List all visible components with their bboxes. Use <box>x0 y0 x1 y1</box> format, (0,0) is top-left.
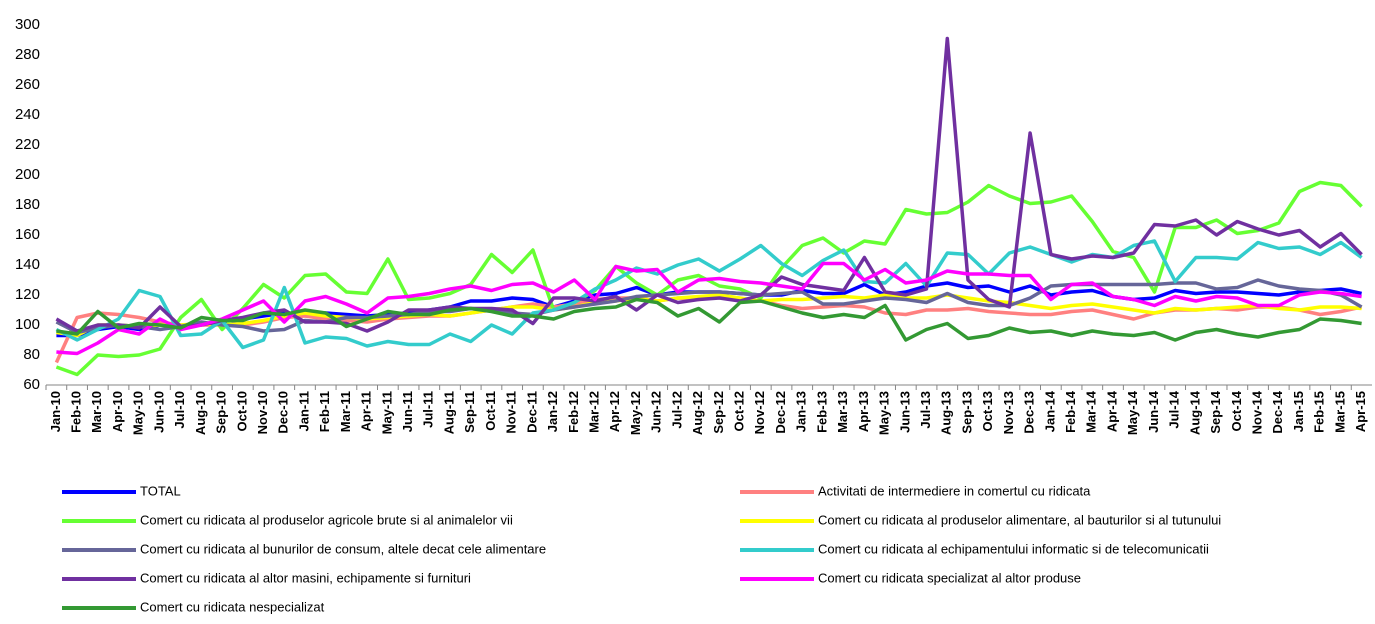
legend-label: Comert cu ridicata al bunurilor de consu… <box>140 541 546 556</box>
x-tick-label: Apr-10 <box>110 391 125 432</box>
x-tick-label: Feb-11 <box>317 391 332 432</box>
legend-label: Comert cu ridicata al echipamentului inf… <box>818 541 1209 556</box>
x-tick-label: Oct-11 <box>483 391 498 431</box>
legend-label: Comert cu ridicata al produselor agricol… <box>140 512 513 527</box>
legend-label: Activitati de intermediere in comertul c… <box>818 483 1091 498</box>
legend-label: Comert cu ridicata nespecializat <box>140 599 325 614</box>
x-tick-label: Feb-10 <box>69 391 84 433</box>
x-tick-label: Mar-12 <box>586 391 601 433</box>
x-tick-label: Mar-15 <box>1332 391 1347 433</box>
x-tick-label: Jan-14 <box>1042 390 1057 432</box>
x-tick-label: Sep-12 <box>711 391 726 434</box>
x-tick-label: Jun-12 <box>649 391 664 433</box>
x-tick-label: Aug-14 <box>1187 390 1202 435</box>
y-tick-label: 120 <box>15 286 40 303</box>
y-tick-label: 100 <box>15 316 40 333</box>
x-tick-label: Aug-13 <box>939 391 954 435</box>
x-tick-label: Oct-14 <box>1229 390 1244 431</box>
y-tick-label: 300 <box>15 16 40 33</box>
x-tick-label: Dec-14 <box>1270 390 1285 433</box>
x-tick-label: Feb-12 <box>566 391 581 433</box>
x-tick-label: Nov-11 <box>504 391 519 434</box>
legend-label: Comert cu ridicata al produselor aliment… <box>818 512 1221 527</box>
x-tick-label: Mar-11 <box>338 391 353 432</box>
x-tick-label: Apr-13 <box>856 391 871 432</box>
x-tick-label: Aug-12 <box>690 391 705 435</box>
x-tick-label: May-14 <box>1125 390 1140 435</box>
x-tick-label: Sep-10 <box>214 391 229 434</box>
x-tick-label: Sep-14 <box>1208 390 1223 433</box>
legend-label: TOTAL <box>140 483 181 498</box>
x-tick-label: Jul-14 <box>1167 390 1182 428</box>
x-tick-label: May-12 <box>628 391 643 435</box>
x-tick-label: Jan-11 <box>296 391 311 431</box>
x-tick-label: Sep-13 <box>959 391 974 434</box>
x-tick-label: Feb-15 <box>1312 391 1327 433</box>
x-tick-label: Sep-11 <box>462 391 477 433</box>
x-tick-label: May-10 <box>131 391 146 435</box>
x-tick-label: Jun-14 <box>1146 390 1161 433</box>
x-tick-label: Nov-12 <box>752 391 767 434</box>
x-tick-label: Jul-12 <box>669 391 684 429</box>
x-tick-label: Jan-15 <box>1291 391 1306 432</box>
series-line <box>55 36 1363 333</box>
x-tick-label: Jul-10 <box>172 391 187 429</box>
y-tick-label: 200 <box>15 166 40 183</box>
x-tick-label: Dec-10 <box>276 391 291 434</box>
x-tick-label: Nov-10 <box>255 391 270 434</box>
legend-label: Comert cu ridicata al altor masini, echi… <box>140 570 471 585</box>
x-tick-label: Mar-10 <box>89 391 104 433</box>
x-tick-label: Jun-11 <box>400 391 415 432</box>
x-tick-label: Oct-12 <box>732 391 747 431</box>
y-tick-label: 280 <box>15 46 40 63</box>
y-tick-label: 180 <box>15 196 40 213</box>
x-tick-label: Dec-11 <box>524 391 539 433</box>
x-tick-label: Dec-13 <box>1022 391 1037 434</box>
x-tick-label: Nov-13 <box>1001 391 1016 434</box>
x-tick-label: Feb-13 <box>814 391 829 433</box>
y-tick-label: 80 <box>23 346 40 363</box>
x-tick-label: Apr-15 <box>1353 391 1368 432</box>
y-tick-label: 60 <box>23 376 40 393</box>
x-tick-label: Oct-10 <box>234 391 249 431</box>
x-tick-label: May-11 <box>379 391 394 434</box>
x-tick-label: Jul-13 <box>918 391 933 429</box>
legend-label: Comert cu ridicata specializat al altor … <box>818 570 1081 585</box>
x-tick-label: Apr-14 <box>1104 390 1119 432</box>
x-tick-label: Apr-12 <box>607 391 622 432</box>
series-line <box>56 297 1362 342</box>
x-tick-label: Aug-10 <box>193 391 208 435</box>
x-tick-label: Jan-12 <box>545 391 560 432</box>
x-tick-label: Feb-14 <box>1063 390 1078 433</box>
x-tick-label: Nov-14 <box>1249 390 1264 434</box>
y-tick-label: 240 <box>15 106 40 123</box>
x-tick-label: Mar-13 <box>835 391 850 433</box>
x-tick-label: Dec-12 <box>773 391 788 434</box>
y-tick-label: 260 <box>15 76 40 93</box>
x-tick-label: Apr-11 <box>359 391 374 431</box>
x-tick-label: Jan-13 <box>794 391 809 432</box>
y-tick-label: 220 <box>15 136 40 153</box>
x-tick-label: Jul-11 <box>421 391 436 428</box>
x-tick-label: Mar-14 <box>1084 390 1099 433</box>
x-tick-label: May-13 <box>877 391 892 435</box>
x-tick-label: Jan-10 <box>48 391 63 432</box>
x-tick-label: Jun-13 <box>897 391 912 433</box>
y-tick-label: 140 <box>15 256 40 273</box>
x-tick-label: Jun-10 <box>151 391 166 433</box>
x-tick-label: Oct-13 <box>980 391 995 431</box>
x-tick-label: Aug-11 <box>441 391 456 434</box>
series-line <box>55 278 1363 335</box>
series-line <box>56 261 1362 356</box>
y-tick-label: 160 <box>15 226 40 243</box>
